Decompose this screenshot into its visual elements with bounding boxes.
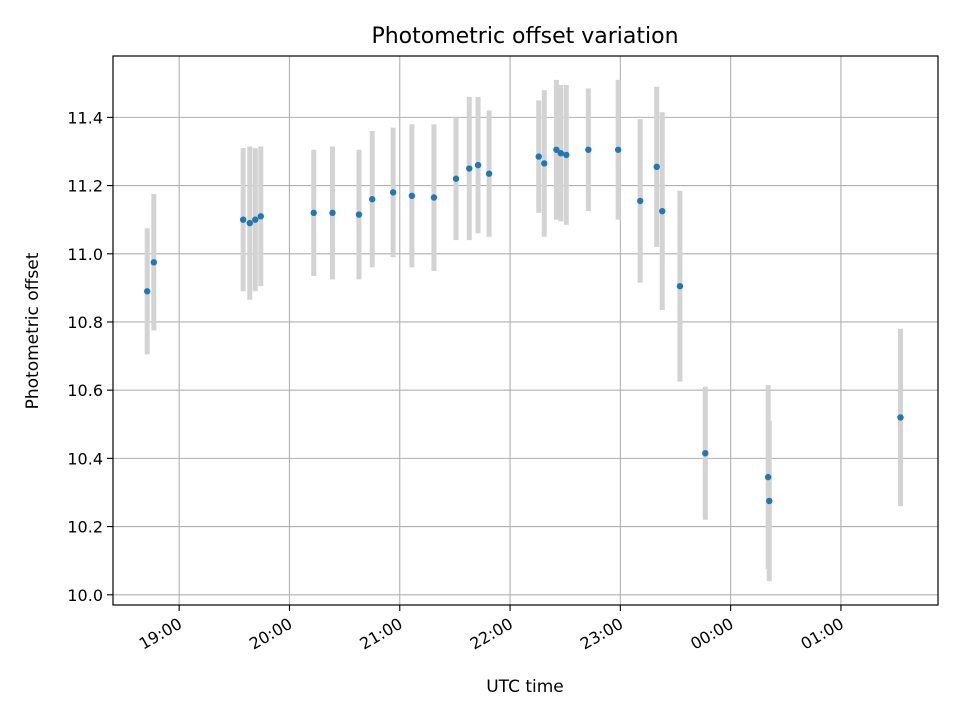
- data-point: [659, 207, 666, 215]
- x-axis-label: UTC time: [486, 677, 564, 697]
- data-point: [535, 153, 542, 160]
- data-point: [143, 288, 151, 295]
- data-point: [637, 197, 644, 205]
- y-tick-label: 11.0: [67, 245, 103, 264]
- data-point: [430, 194, 438, 201]
- y-axis-label: Photometric offset: [23, 252, 43, 409]
- data-point: [239, 216, 247, 223]
- data-point: [557, 149, 564, 157]
- data-point: [368, 196, 376, 203]
- y-tick-label: 10.4: [67, 449, 103, 468]
- y-axis-ticks: 10.0 10.2 10.4 10.6 10.8 11.0 11.2 11.4: [67, 108, 113, 605]
- data-point: [246, 219, 253, 227]
- data-point: [764, 473, 772, 481]
- data-point: [310, 209, 317, 217]
- data-point: [355, 211, 363, 218]
- y-tick-label: 10.2: [67, 518, 103, 537]
- data-point: [676, 282, 684, 290]
- data-point: [585, 146, 592, 153]
- data-point: [653, 163, 660, 171]
- data-points: [143, 146, 904, 505]
- data-point: [252, 216, 259, 223]
- data-point: [485, 170, 493, 177]
- data-point: [541, 160, 548, 167]
- plot-frame: [112, 55, 939, 606]
- data-point: [897, 414, 904, 421]
- grid: [113, 56, 938, 605]
- data-point: [766, 497, 773, 505]
- y-tick-label: 11.2: [67, 177, 103, 196]
- data-point: [452, 175, 460, 182]
- data-point: [614, 146, 622, 153]
- y-tick-label: 10.8: [67, 313, 103, 332]
- data-point: [329, 209, 336, 217]
- data-point: [466, 165, 473, 172]
- data-point: [553, 146, 560, 153]
- data-point: [150, 259, 158, 266]
- y-tick-label: 10.0: [67, 586, 103, 605]
- data-point: [408, 192, 416, 200]
- chart-title: Photometric offset variation: [371, 24, 678, 49]
- y-tick-label: 10.6: [67, 381, 103, 400]
- data-point: [389, 189, 397, 196]
- data-point: [563, 151, 570, 159]
- data-point: [474, 161, 482, 169]
- data-point: [702, 450, 709, 457]
- data-point: [257, 213, 264, 220]
- y-tick-label: 11.4: [67, 108, 103, 127]
